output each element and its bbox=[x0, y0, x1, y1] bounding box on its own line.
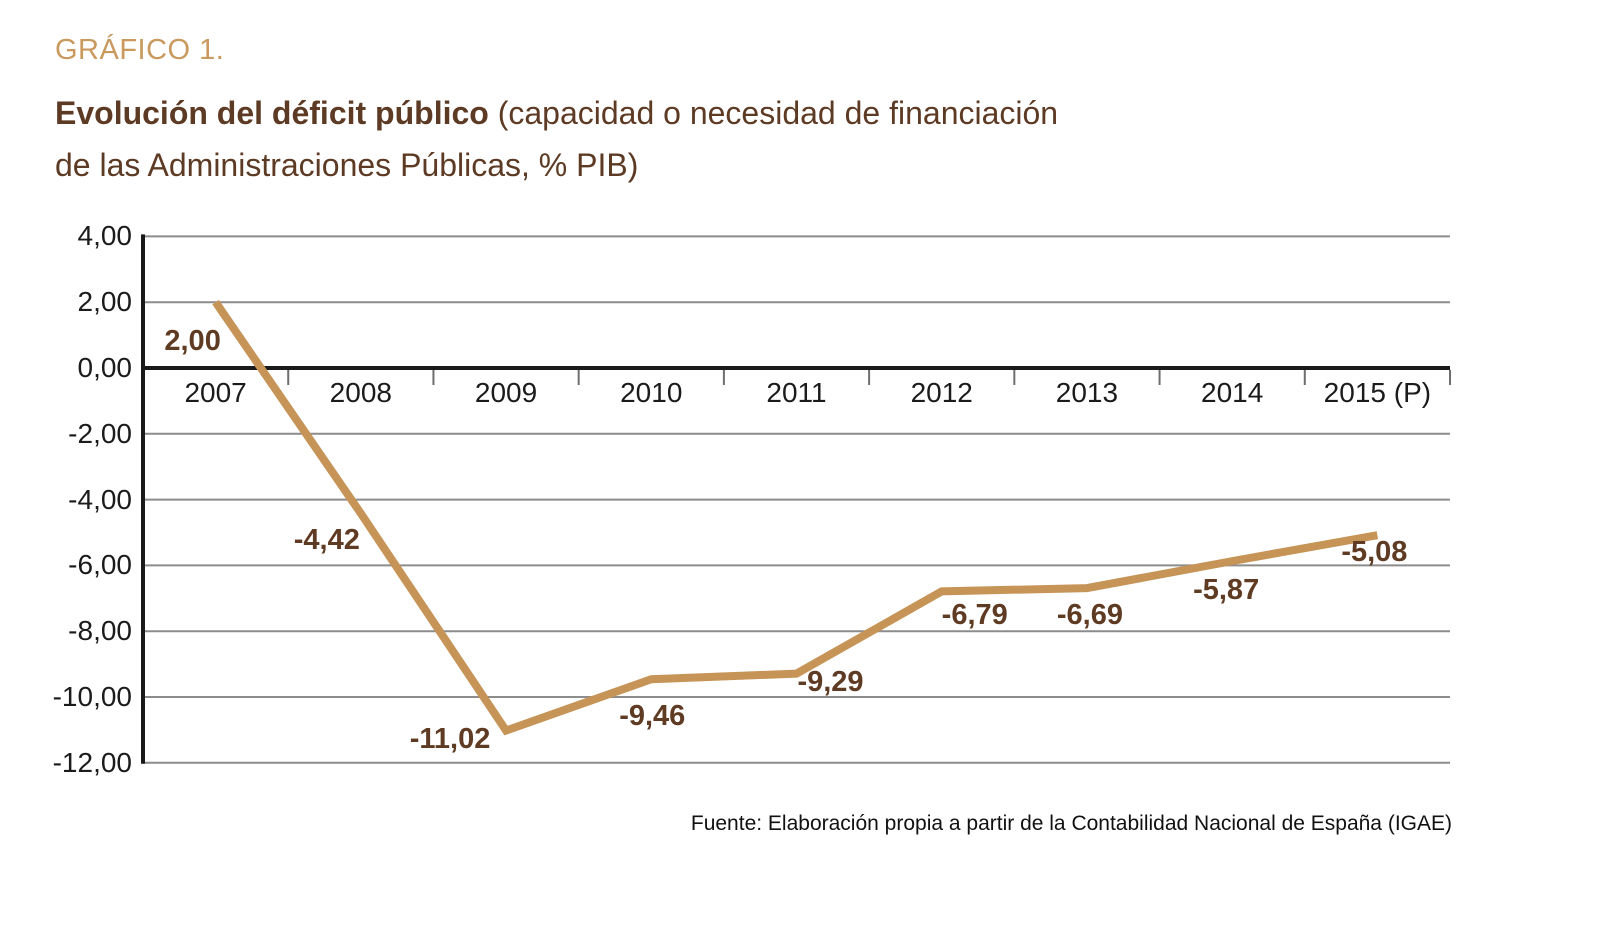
y-tick-label: -10,00 bbox=[52, 681, 132, 712]
data-point-label: -5,87 bbox=[1193, 574, 1260, 607]
data-point-label: -9,46 bbox=[619, 700, 686, 733]
y-tick-label: -4,00 bbox=[68, 483, 132, 515]
x-tick-label: 2007 bbox=[184, 377, 247, 408]
y-tick-label: -2,00 bbox=[68, 417, 132, 449]
y-tick-label: 2,00 bbox=[77, 286, 133, 318]
data-point-label: -4,42 bbox=[293, 524, 360, 557]
y-tick-label: -8,00 bbox=[68, 615, 132, 647]
figure-header: GRÁFICO 1. Evolución del déficit público… bbox=[55, 34, 1058, 191]
data-point-label: 2,00 bbox=[164, 325, 221, 358]
x-tick-label: 2015 (P) bbox=[1323, 377, 1432, 408]
data-point-label: -6,69 bbox=[1056, 599, 1123, 632]
figure-title: Evolución del déficit público (capacidad… bbox=[55, 87, 1058, 191]
data-point-label: -9,29 bbox=[797, 665, 864, 698]
y-tick-label: 0,00 bbox=[77, 352, 133, 383]
x-tick-label: 2013 bbox=[1055, 377, 1119, 408]
y-tick-label: -12,00 bbox=[52, 746, 132, 778]
x-tick-label: 2009 bbox=[474, 377, 538, 408]
figure-title-bold: Evolución del déficit público bbox=[55, 95, 489, 131]
figure-title-subtitle-line1: (capacidad o necesidad de financiación bbox=[488, 95, 1059, 131]
y-tick-label: 4,00 bbox=[77, 220, 133, 252]
figure-title-subtitle-line2: de las Administraciones Públicas, % PIB) bbox=[55, 147, 639, 183]
y-tick-label: -6,00 bbox=[68, 549, 132, 581]
source-note: Fuente: Elaboración propia a partir de l… bbox=[690, 812, 1452, 835]
deficit-trend-line bbox=[212, 299, 1379, 736]
figure-kicker: GRÁFICO 1. bbox=[55, 34, 225, 66]
data-point-label: -6,79 bbox=[941, 599, 1008, 632]
data-point-label: -5,08 bbox=[1341, 536, 1408, 569]
data-point-label: -11,02 bbox=[409, 722, 491, 755]
x-tick-label: 2014 bbox=[1201, 377, 1264, 408]
x-tick-label: 2008 bbox=[329, 377, 392, 408]
x-tick-label: 2011 bbox=[766, 377, 827, 408]
x-tick-label: 2012 bbox=[910, 377, 973, 408]
x-tick-label: 2010 bbox=[620, 377, 683, 408]
